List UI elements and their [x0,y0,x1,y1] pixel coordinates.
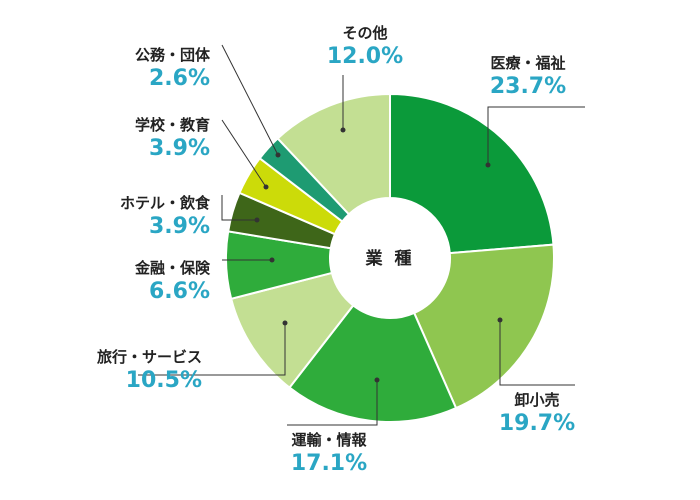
slice-value-1: 23.7% [490,74,566,99]
leader-line-8 [221,44,279,156]
leader-line-6 [221,195,257,221]
slice-value-9: 12.0% [327,44,403,69]
leader-dot-4 [282,320,288,326]
slice-label-9: その他 [342,24,387,42]
slice-value-3: 17.1% [291,451,367,476]
leader-dot-1 [485,162,491,168]
slice-labels: 医療・福祉 23.7% 卸小売 19.7% 運輸・情報 17.1% 旅行・サービス 10.5%… [97,24,575,476]
leader-line-2 [499,320,575,386]
slice-label-6: ホテル・飲食 [120,194,211,212]
slice-label-4: 旅行・サービス [97,348,202,366]
leader-dot-8 [275,152,281,158]
donut-hole [330,198,450,318]
leader-line-7 [221,119,267,188]
slice-value-2: 19.7% [499,411,575,436]
donut-slices [225,92,555,423]
leader-lines [138,44,585,426]
leader-dot-7 [263,184,269,190]
slice-value-4: 10.5% [126,368,202,393]
leader-dot-6 [254,217,260,223]
slice-value-8: 2.6% [149,66,210,91]
slice-label-2: 卸小売 [514,391,559,409]
leader-line-1 [487,106,585,165]
slice-label-1: 医療・福祉 [490,54,565,72]
slice-label-3: 運輸・情報 [291,431,367,449]
slice-value-5: 6.6% [149,279,210,304]
slice-label-7: 学校・教育 [135,116,210,134]
leader-dot-3 [374,377,380,383]
leader-line-3 [287,380,378,426]
leader-dot-9 [340,127,346,133]
slice-value-7: 3.9% [149,136,210,161]
slice-value-6: 3.9% [149,214,210,239]
slice-label-5: 金融・保険 [134,259,211,277]
center-label: 業 種 [366,248,415,269]
leader-dot-2 [497,317,503,323]
leader-line-4 [138,323,286,376]
slice-label-8: 公務・団体 [135,46,211,64]
leader-dot-5 [269,257,275,263]
